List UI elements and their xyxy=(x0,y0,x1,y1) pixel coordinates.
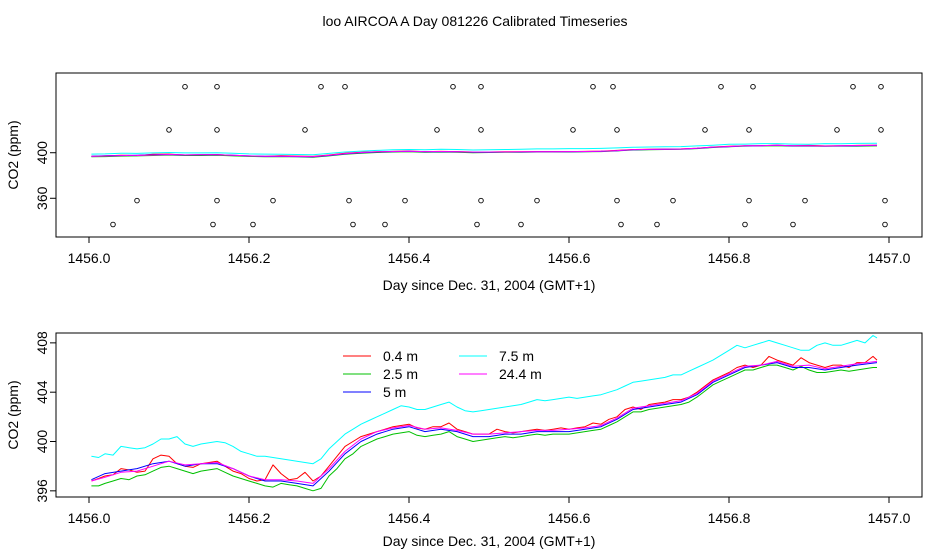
data-marker xyxy=(346,197,352,204)
data-marker xyxy=(882,197,888,204)
top-series-line-7-5-m xyxy=(91,142,878,156)
bottom-panel: 1456.0 1456.2 1456.4 1456.6 1456.8 1457.0 396… xyxy=(5,331,923,549)
data-marker xyxy=(382,221,388,228)
data-marker xyxy=(750,83,756,90)
data-marker xyxy=(614,127,620,133)
data-marker xyxy=(802,197,808,204)
data-marker xyxy=(402,197,408,204)
top-y-axis: 360 400 xyxy=(34,141,57,210)
data-marker xyxy=(718,83,724,90)
data-marker xyxy=(166,127,172,133)
top-x-tick-label: 1456.0 xyxy=(68,250,111,266)
bottom-series-line-2-5-m xyxy=(91,364,877,492)
bottom-x-axis: 1456.0 1456.2 1456.4 1456.6 1456.8 1457.0 xyxy=(68,496,911,526)
top-x-axis: 1456.0 1456.2 1456.4 1456.6 1456.8 1457.0 xyxy=(68,236,911,266)
data-marker xyxy=(474,221,480,228)
data-marker xyxy=(450,83,456,90)
data-marker xyxy=(590,83,596,90)
bottom-x-tick-label: 1457.0 xyxy=(868,510,911,526)
bottom-series-line-24-4-m xyxy=(91,360,878,484)
data-marker xyxy=(570,127,576,133)
data-marker xyxy=(746,197,752,204)
legend-label: 24.4 m xyxy=(499,366,542,382)
top-x-tick-label: 1456.4 xyxy=(388,250,431,266)
data-marker xyxy=(478,83,484,90)
data-marker xyxy=(434,127,440,133)
bottom-x-axis-label: Day since Dec. 31, 2004 (GMT+1) xyxy=(383,533,596,549)
data-marker xyxy=(654,221,660,228)
top-y-axis-label: CO2 (ppm) xyxy=(5,120,21,189)
bottom-x-tick-label: 1456.6 xyxy=(548,510,591,526)
top-x-tick-label: 1456.6 xyxy=(548,250,591,266)
bottom-series-line-7-5-m xyxy=(91,335,878,465)
bottom-y-tick-label: 396 xyxy=(34,479,50,503)
bottom-y-tick-label: 404 xyxy=(34,380,50,404)
data-marker xyxy=(790,221,796,228)
top-panel-series xyxy=(91,142,878,158)
data-marker xyxy=(834,127,840,133)
legend-entry-5-m: 5 m xyxy=(343,384,406,400)
bottom-series-line-0-4-m xyxy=(91,355,878,482)
bottom-x-tick-label: 1456.0 xyxy=(68,510,111,526)
top-x-axis-label: Day since Dec. 31, 2004 (GMT+1) xyxy=(383,277,596,293)
data-marker xyxy=(214,127,220,133)
legend-entry-2-5-m: 2.5 m xyxy=(343,366,418,382)
legend-label: 0.4 m xyxy=(383,348,418,364)
top-x-tick-label: 1457.0 xyxy=(868,250,911,266)
data-marker xyxy=(214,83,220,90)
data-marker xyxy=(614,197,620,204)
legend-label: 2.5 m xyxy=(383,366,418,382)
data-marker xyxy=(270,197,276,204)
bottom-y-tick-label: 400 xyxy=(34,430,50,454)
figure-title: loo AIRCOA A Day 081226 Calibrated Times… xyxy=(322,13,627,29)
top-y-tick-label: 360 xyxy=(34,186,50,210)
data-marker xyxy=(742,221,748,228)
top-panel-markers xyxy=(110,83,888,228)
bottom-y-axis-label: CO2 (ppm) xyxy=(5,380,21,449)
data-marker xyxy=(318,83,324,90)
legend-entry-7-5-m: 7.5 m xyxy=(459,348,534,364)
data-marker xyxy=(670,197,676,204)
data-marker xyxy=(342,83,348,90)
bottom-panel-series xyxy=(91,335,878,492)
data-marker xyxy=(478,127,484,133)
data-marker xyxy=(134,197,140,204)
bottom-plot-frame xyxy=(55,332,923,498)
data-marker xyxy=(702,127,708,133)
data-marker xyxy=(302,127,308,133)
data-marker xyxy=(610,83,616,90)
data-marker xyxy=(878,83,884,90)
bottom-x-tick-label: 1456.4 xyxy=(388,510,431,526)
data-marker xyxy=(850,83,856,90)
top-panel: 1456.0 1456.2 1456.4 1456.6 1456.8 1457.0 360… xyxy=(5,72,923,293)
data-marker xyxy=(534,197,540,204)
data-marker xyxy=(518,221,524,228)
legend-entry-0-4-m: 0.4 m xyxy=(343,348,418,364)
data-marker xyxy=(110,221,116,228)
data-marker xyxy=(182,83,188,90)
top-x-tick-label: 1456.8 xyxy=(708,250,751,266)
bottom-series-line-5-m xyxy=(91,362,878,487)
data-marker xyxy=(746,127,752,133)
data-marker xyxy=(882,221,888,228)
data-marker xyxy=(214,197,220,204)
bottom-x-tick-label: 1456.8 xyxy=(708,510,751,526)
data-marker xyxy=(478,197,484,204)
data-marker xyxy=(250,221,256,228)
legend-label: 7.5 m xyxy=(499,348,534,364)
data-marker xyxy=(878,127,884,133)
legend-entry-24-4-m: 24.4 m xyxy=(459,366,542,382)
legend: 0.4 m 2.5 m 5 m 7.5 m 24.4 m xyxy=(343,348,542,400)
data-marker xyxy=(210,221,216,228)
bottom-y-axis: 396 400 404 408 xyxy=(34,331,57,503)
data-marker xyxy=(350,221,356,228)
bottom-x-tick-label: 1456.2 xyxy=(228,510,271,526)
legend-label: 5 m xyxy=(383,384,406,400)
top-series-line-24-4-m xyxy=(91,144,878,158)
top-x-tick-label: 1456.2 xyxy=(228,250,271,266)
top-y-tick-label: 400 xyxy=(34,141,50,165)
data-marker xyxy=(618,221,624,228)
bottom-y-tick-label: 408 xyxy=(34,331,50,355)
